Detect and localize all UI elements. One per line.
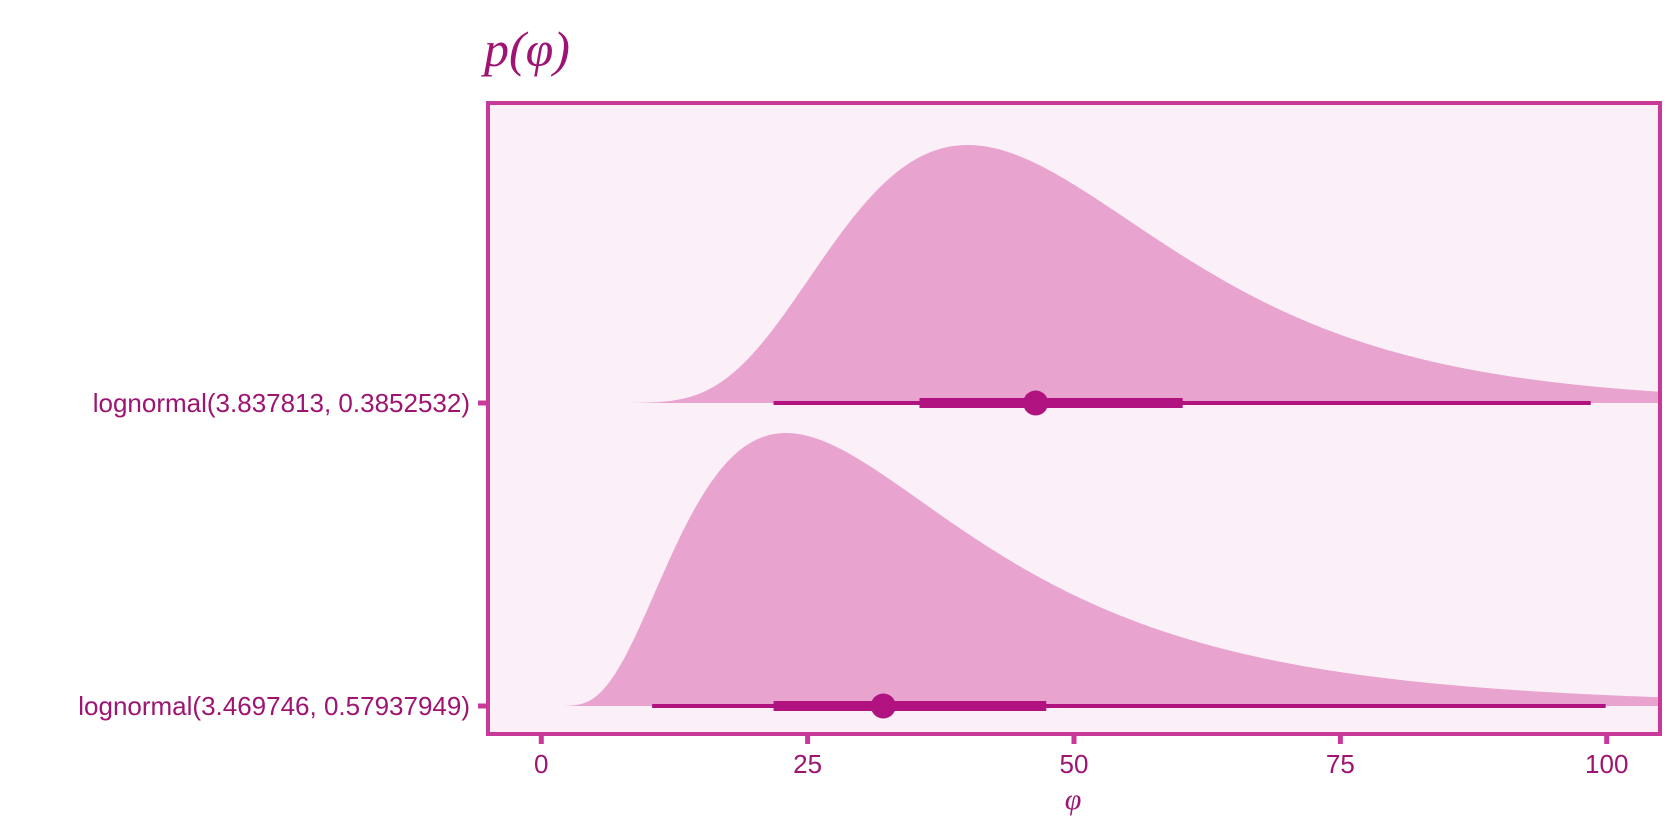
y-tick-label: lognormal(3.837813, 0.3852532) — [93, 388, 470, 418]
density-slab — [543, 433, 1660, 706]
x-tick-label: 100 — [1585, 749, 1628, 779]
y-tick-label: lognormal(3.469746, 0.57937949) — [78, 691, 470, 721]
x-tick-label: 0 — [534, 749, 548, 779]
x-tick-label: 25 — [793, 749, 822, 779]
x-axis: 0 25 50 75 100 — [534, 734, 1628, 779]
density-slab — [543, 145, 1660, 403]
x-tick-label: 75 — [1326, 749, 1355, 779]
median-point — [1023, 390, 1049, 416]
median-point — [870, 693, 896, 719]
x-axis-label: φ — [1065, 783, 1082, 816]
chart-title: p(φ) — [481, 21, 570, 77]
y-axis: lognormal(3.837813, 0.3852532) lognormal(… — [78, 388, 488, 721]
density-slabs — [543, 145, 1660, 706]
interval-layer — [652, 390, 1606, 719]
x-tick-label: 50 — [1060, 749, 1089, 779]
